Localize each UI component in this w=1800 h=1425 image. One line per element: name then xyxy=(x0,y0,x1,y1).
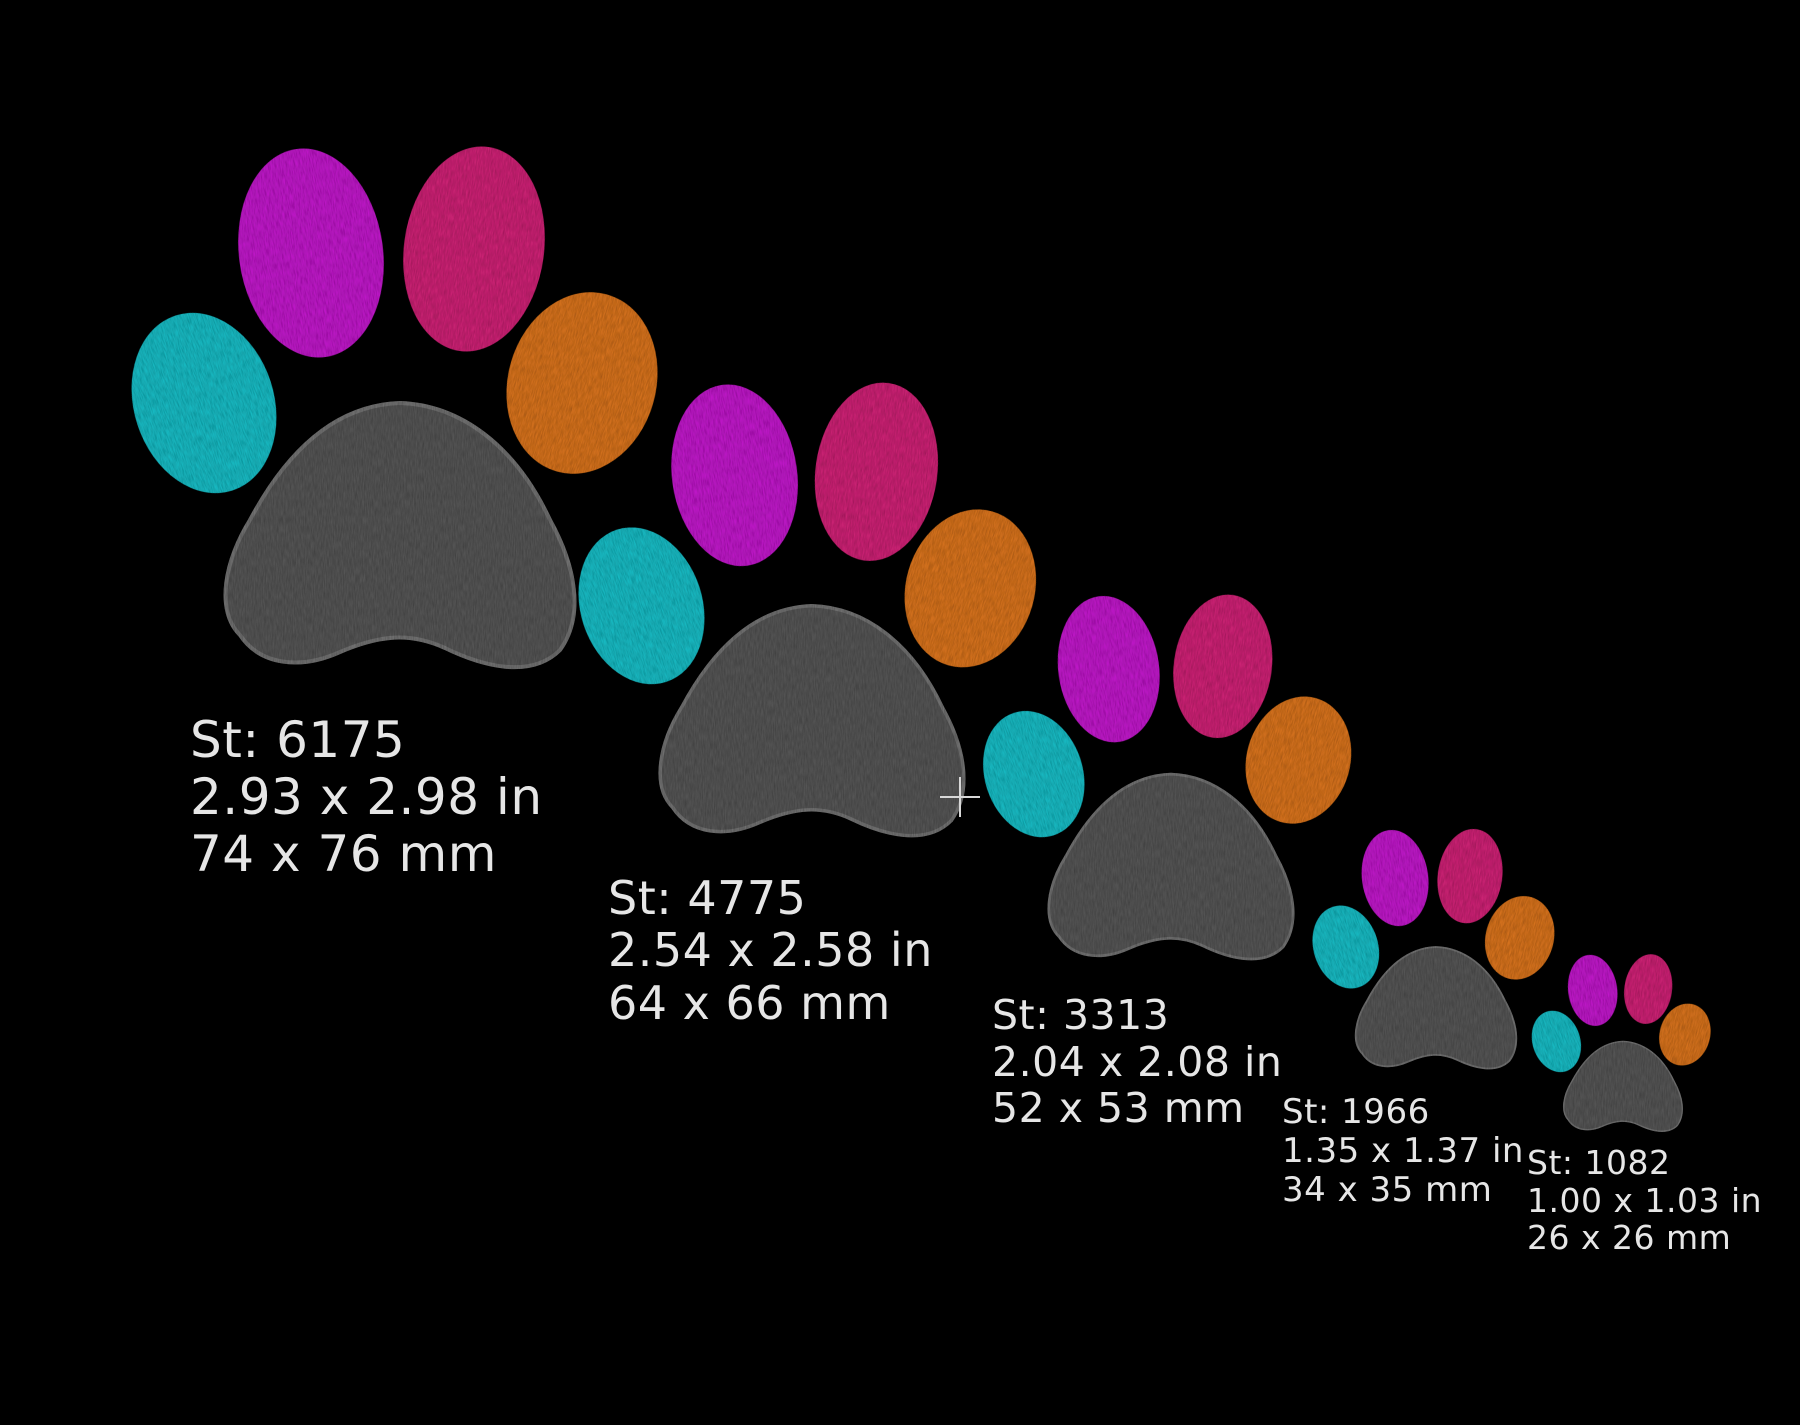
design-5-size-inches: 1.00 x 1.03 in xyxy=(1527,1180,1763,1220)
toe-cyan-icon xyxy=(578,527,705,685)
toe-orange-icon xyxy=(506,292,658,474)
toe-pink-icon xyxy=(1437,828,1503,924)
paw-pad-icon xyxy=(1354,946,1518,1070)
design-3-stitch-count: St: 3313 xyxy=(992,991,1170,1039)
paw-print-1 xyxy=(131,146,658,670)
design-1-size-inches: 2.93 x 2.98 in xyxy=(190,768,543,826)
paw-print-3 xyxy=(983,594,1352,961)
paw-pad-icon xyxy=(658,604,966,838)
toe-cyan-icon xyxy=(131,312,277,494)
toe-orange-icon xyxy=(904,509,1037,668)
design-2-size-mm: 64 x 66 mm xyxy=(608,975,891,1030)
design-2-stitch-count: St: 4775 xyxy=(608,871,807,925)
paw-print-2 xyxy=(578,382,1037,838)
toe-pink-icon xyxy=(403,146,545,352)
toe-purple-icon xyxy=(238,148,384,358)
toe-orange-icon xyxy=(1659,1003,1711,1066)
toe-purple-icon xyxy=(1057,595,1160,743)
toe-purple-icon xyxy=(1361,829,1429,927)
design-4-size-mm: 34 x 35 mm xyxy=(1282,1169,1493,1210)
paw-pad-icon xyxy=(1562,1040,1684,1132)
design-1-info: St: 6175 2.93 x 2.98 in 74 x 76 mm xyxy=(190,712,543,883)
toe-pink-icon xyxy=(814,382,938,561)
design-1-size-mm: 74 x 76 mm xyxy=(190,825,497,883)
toe-cyan-icon xyxy=(1312,905,1380,989)
toe-purple-icon xyxy=(671,384,798,567)
toe-purple-icon xyxy=(1567,954,1618,1026)
design-5-info: St: 1082 1.00 x 1.03 in 26 x 26 mm xyxy=(1527,1144,1762,1257)
toe-cyan-icon xyxy=(1531,1010,1582,1073)
design-4-stitch-count: St: 1966 xyxy=(1282,1092,1430,1132)
design-4-size-inches: 1.35 x 1.37 in xyxy=(1282,1130,1524,1171)
paw-print-4 xyxy=(1312,828,1555,1070)
design-3-size-mm: 52 x 53 mm xyxy=(992,1084,1245,1133)
toe-orange-icon xyxy=(1484,896,1555,980)
design-3-info: St: 3313 2.04 x 2.08 in 52 x 53 mm xyxy=(992,992,1282,1132)
paw-print-5 xyxy=(1531,954,1711,1132)
design-4-info: St: 1966 1.35 x 1.37 in 34 x 35 mm xyxy=(1282,1093,1524,1209)
toe-orange-icon xyxy=(1245,696,1352,824)
toe-cyan-icon xyxy=(983,711,1085,838)
design-3-size-inches: 2.04 x 2.08 in xyxy=(992,1037,1283,1086)
design-5-size-mm: 26 x 26 mm xyxy=(1527,1218,1732,1258)
paw-pad-icon xyxy=(223,400,577,670)
design-1-stitch-count: St: 6175 xyxy=(190,711,406,769)
design-2-info: St: 4775 2.54 x 2.58 in 64 x 66 mm xyxy=(608,871,933,1030)
design-2-size-inches: 2.54 x 2.58 in xyxy=(608,923,933,978)
paw-pad-icon xyxy=(1047,772,1295,961)
toe-pink-icon xyxy=(1173,594,1273,739)
crosshair-cursor-icon xyxy=(940,777,980,817)
design-5-stitch-count: St: 1082 xyxy=(1527,1143,1671,1182)
toe-pink-icon xyxy=(1624,954,1673,1024)
